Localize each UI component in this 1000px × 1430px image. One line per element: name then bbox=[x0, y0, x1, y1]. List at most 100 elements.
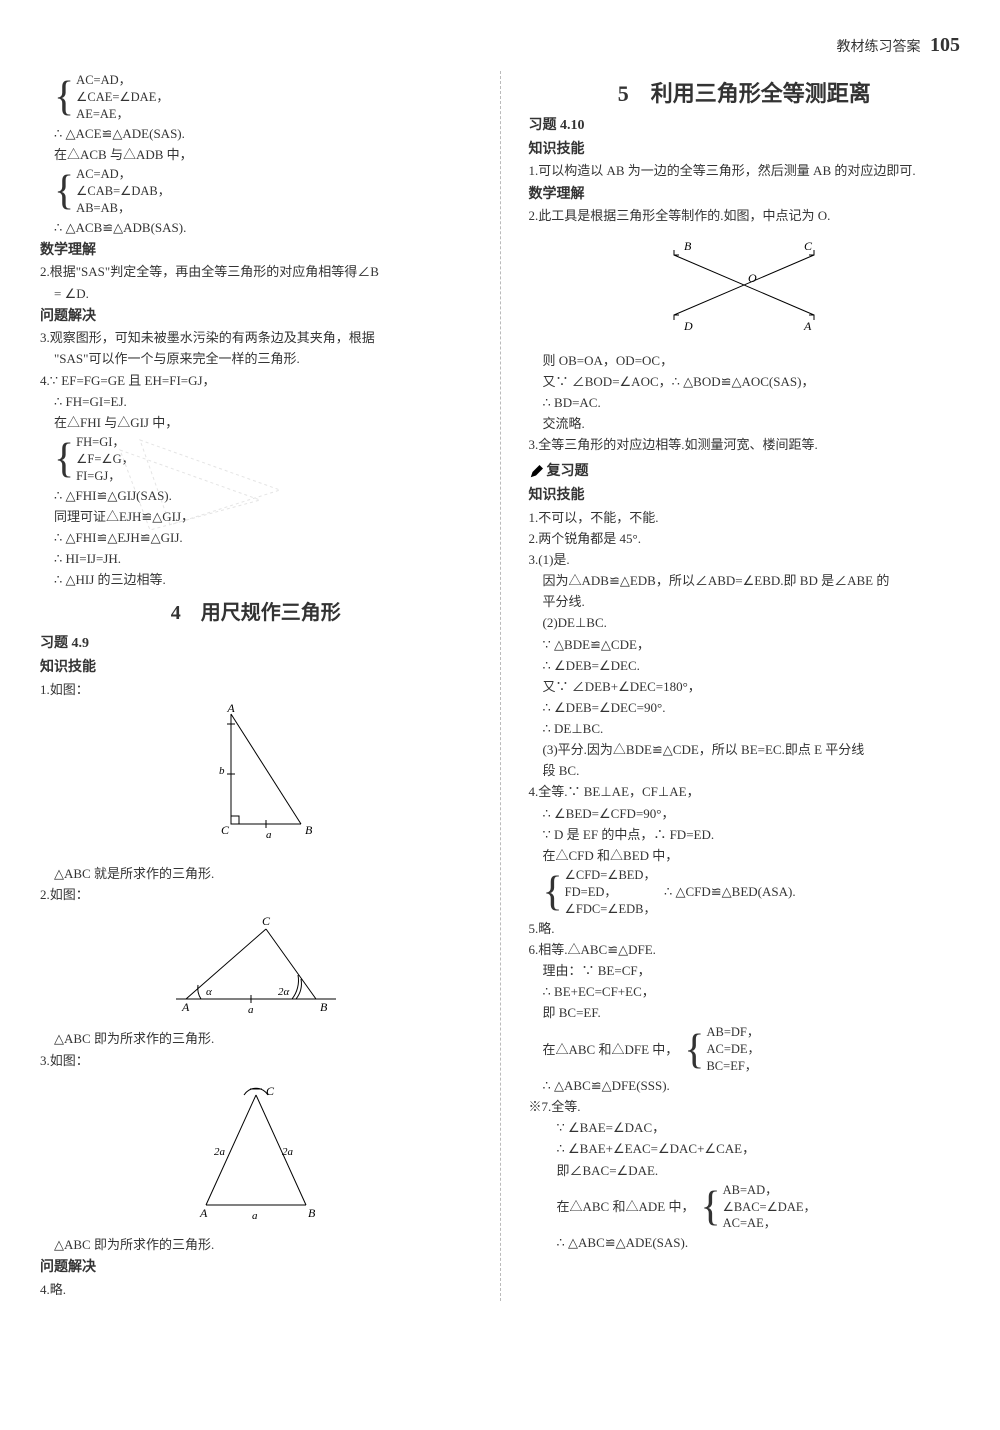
brace-line: ∠FDC=∠EDB， bbox=[565, 901, 656, 918]
subsection-heading: 数学理解 bbox=[529, 184, 961, 206]
subsection-heading: 知识技能 bbox=[529, 485, 961, 507]
text-line: ∴ ∠BAE+∠EAC=∠DAC+∠CAE， bbox=[529, 1139, 961, 1159]
text-line: ∴ △ACB≌△ADB(SAS). bbox=[40, 218, 472, 238]
brace-icon: { bbox=[54, 166, 74, 217]
fig-label: a bbox=[266, 829, 272, 841]
text-line: ∴ ∠DEB=∠DEC=90°. bbox=[529, 698, 961, 718]
fig-label: C bbox=[262, 914, 271, 928]
text-line: 即 BC=EF. bbox=[529, 1003, 961, 1023]
fig-label: 2a bbox=[214, 1146, 226, 1158]
text-line: ∴ BE+EC=CF+EC， bbox=[529, 982, 961, 1002]
text-line: △ABC 即为所求作的三角形. bbox=[40, 1029, 472, 1049]
columns: { AC=AD， ∠CAE=∠DAE， AE=AE， ∴ △ACE≌△ADE(S… bbox=[40, 71, 960, 1301]
fig-label: 2α bbox=[278, 986, 290, 998]
brace-line: ∠CFD=∠BED， bbox=[565, 867, 656, 884]
text-line: 段 BC. bbox=[529, 761, 961, 781]
fig-label: C bbox=[804, 239, 813, 253]
fig-label: O bbox=[748, 271, 757, 285]
page-number: 105 bbox=[930, 34, 960, 56]
brace-icon: { bbox=[54, 72, 74, 123]
text-line: 因为△ADB≌△EDB，所以∠ABD=∠EBD.即 BD 是∠ABE 的 bbox=[529, 571, 961, 591]
fig-label: D bbox=[683, 319, 693, 333]
text-line: 3.全等三角形的对应边相等.如测量河宽、楼间距等. bbox=[529, 435, 961, 455]
text-line: 则 OB=OA，OD=OC， bbox=[529, 351, 961, 371]
brace-line: AB=DF， bbox=[706, 1024, 760, 1041]
section-title: 5 利用三角形全等测距离 bbox=[529, 77, 961, 111]
review-label: 复习题 bbox=[547, 461, 589, 483]
figure-angle-construction: A B C α 2α a bbox=[40, 909, 472, 1025]
brace-line: AC=AE， bbox=[723, 1215, 816, 1232]
brace-line: AE=AE， bbox=[76, 106, 169, 123]
text-line: ∴ △ACE≌△ADE(SAS). bbox=[40, 124, 472, 144]
fig-label: C bbox=[266, 1084, 275, 1098]
text-line: 理由：∵ BE=CF， bbox=[529, 961, 961, 981]
figure-right-triangle: A B C a b bbox=[40, 704, 472, 860]
subsection-heading: 问题解决 bbox=[40, 1257, 472, 1279]
text-line: 2.两个锐角都是 45°. bbox=[529, 529, 961, 549]
brace-block: 在△ABC 和△DFE 中， { AB=DF， AC=DE， BC=EF， bbox=[529, 1024, 961, 1075]
text-line: 即∠BAC=∠DAE. bbox=[529, 1161, 961, 1181]
text-line: 又∵ ∠BOD=∠AOC，∴ △BOD≌△AOC(SAS)， bbox=[529, 372, 961, 392]
text-line: 3.(1)是. bbox=[529, 550, 961, 570]
text-line: ※7.全等. bbox=[529, 1097, 961, 1117]
exercise-heading: 习题 4.10 bbox=[529, 115, 961, 137]
text-line: 1.如图： bbox=[40, 680, 472, 700]
text-line: 3.观察图形，可知未被墨水污染的有两条边及其夹角，根据 bbox=[40, 328, 472, 348]
brace-icon: { bbox=[543, 867, 563, 918]
text-line: 2.如图： bbox=[40, 885, 472, 905]
text-line: 4.略. bbox=[40, 1280, 472, 1300]
text-line: 在△ABC 和△DFE 中， bbox=[543, 1040, 679, 1060]
text-line: △ABC 就是所求作的三角形. bbox=[40, 864, 472, 884]
brace-icon: { bbox=[54, 434, 74, 485]
text-line: 在△ABC 和△ADE 中， bbox=[557, 1197, 695, 1217]
fig-label: A bbox=[803, 319, 812, 333]
brace-line: BC=EF， bbox=[706, 1058, 760, 1075]
text-line: ∴ HI=IJ=JH. bbox=[40, 549, 472, 569]
text-line: 1.可以构造以 AB 为一边的全等三角形，然后测量 AB 的对应边即可. bbox=[529, 161, 961, 181]
text-line: 交流略. bbox=[529, 414, 961, 434]
subsection-heading: 知识技能 bbox=[40, 657, 472, 679]
brace-block: { AC=AD， ∠CAE=∠DAE， AE=AE， bbox=[40, 72, 472, 123]
subsection-heading: 数学理解 bbox=[40, 240, 472, 262]
exercise-heading: 习题 4.9 bbox=[40, 633, 472, 655]
brace-line: AB=AD， bbox=[723, 1182, 816, 1199]
text-line: 3.如图： bbox=[40, 1051, 472, 1071]
pencil-icon bbox=[529, 465, 543, 479]
fig-label: a bbox=[252, 1210, 258, 1222]
text-line: 4.∵ EF=FG=GE 且 EH=FI=GJ， bbox=[40, 371, 472, 391]
brace-line: AC=AD， bbox=[76, 166, 170, 183]
text-line: 1.不可以，不能，不能. bbox=[529, 508, 961, 528]
fig-label: C bbox=[221, 823, 230, 837]
text-line: 平分线. bbox=[529, 592, 961, 612]
figure-isoceles-triangle: A B C a 2a 2a bbox=[40, 1075, 472, 1231]
brace-line: ∠CAB=∠DAB， bbox=[76, 183, 170, 200]
right-column: 5 利用三角形全等测距离 习题 4.10 知识技能 1.可以构造以 AB 为一边… bbox=[529, 71, 961, 1301]
text-line: △ABC 即为所求作的三角形. bbox=[40, 1235, 472, 1255]
text-line: 6.相等.△ABC≌△DFE. bbox=[529, 940, 961, 960]
text-line: (2)DE⊥BC. bbox=[529, 613, 961, 633]
text-line: 4.全等.∵ BE⊥AE，CF⊥AE， bbox=[529, 782, 961, 802]
brace-line: AC=DE， bbox=[706, 1041, 760, 1058]
text-line: 又∵ ∠DEB+∠DEC=180°， bbox=[529, 677, 961, 697]
text-line: ∴ ∠DEB=∠DEC. bbox=[529, 656, 961, 676]
text-line: ∴ FH=GI=EJ. bbox=[40, 392, 472, 412]
page: 教材练习答案 105 { AC=AD， ∠CAE=∠DAE， AE=AE， ∴ … bbox=[0, 0, 1000, 1331]
text-line: ∴ △ABC≌△DFE(SSS). bbox=[529, 1076, 961, 1096]
text-line: (3)平分.因为△BDE≌△CDE，所以 BE=EC.即点 E 平分线 bbox=[529, 740, 961, 760]
fig-label: A bbox=[181, 1000, 190, 1014]
text-line: 在△CFD 和△BED 中， bbox=[529, 846, 961, 866]
fig-label: a bbox=[248, 1004, 254, 1016]
text-line: 在△ACB 与△ADB 中， bbox=[40, 145, 472, 165]
fig-label: B bbox=[684, 239, 692, 253]
text-line: ∴ DE⊥BC. bbox=[529, 719, 961, 739]
watermark-triangle-icon bbox=[110, 430, 290, 540]
subsection-heading: 知识技能 bbox=[529, 139, 961, 161]
text-line: ∵ D 是 EF 的中点，∴ FD=ED. bbox=[529, 825, 961, 845]
text-line: 2.根据"SAS"判定全等，再由全等三角形的对应角相等得∠B bbox=[40, 262, 472, 282]
text-line: 5.略. bbox=[529, 919, 961, 939]
fig-label: b bbox=[219, 765, 225, 777]
text-line: ∴ BD=AC. bbox=[529, 393, 961, 413]
text-line: = ∠D. bbox=[40, 284, 472, 304]
section-title: 4 用尺规作三角形 bbox=[40, 598, 472, 629]
text-line: "SAS"可以作一个与原来完全一样的三角形. bbox=[40, 349, 472, 369]
